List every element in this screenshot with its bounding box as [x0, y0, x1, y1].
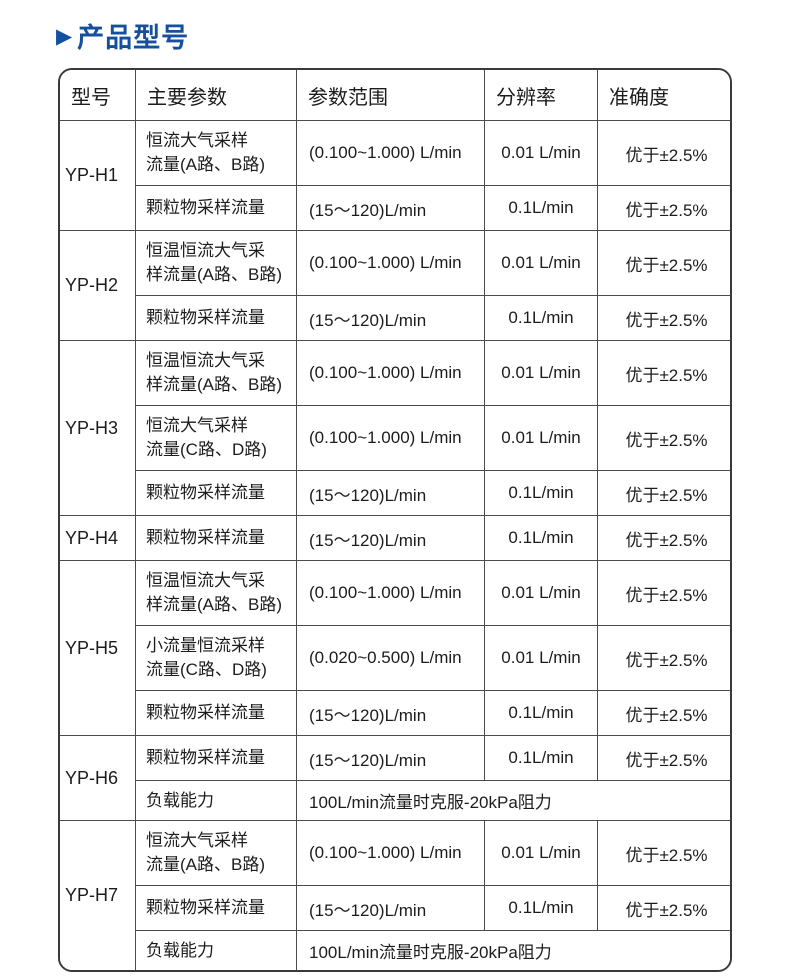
accuracy-cell: 优于±2.5% — [597, 515, 730, 561]
range-cell: (15～120)L/min — [296, 515, 485, 561]
table-row: 负载能力 100L/min流量时克服-20kPa阻力 — [60, 930, 730, 970]
range-cell-merged: 100L/min流量时克服-20kPa阻力 — [296, 930, 730, 970]
resolution-cell: 0.1L/min — [484, 515, 598, 561]
table-row: 颗粒物采样流量 (15～120)L/min 0.1L/min 优于±2.5% — [60, 470, 730, 516]
accuracy-cell: 优于±2.5% — [597, 690, 730, 736]
column-header: 分辨率 — [484, 70, 598, 121]
accuracy-cell: 优于±2.5% — [597, 820, 730, 886]
table-row: 颗粒物采样流量 (15～120)L/min 0.1L/min 优于±2.5% — [60, 690, 730, 736]
column-header: 参数范围 — [296, 70, 485, 121]
column-header: 准确度 — [597, 70, 730, 121]
resolution-cell: 0.1L/min — [484, 885, 598, 931]
param-cell: 恒流大气采样 流量(A路、B路) — [135, 120, 297, 186]
range-cell: (0.100~1.000) L/min — [296, 230, 485, 296]
model-cell: YP-H6 — [60, 735, 136, 821]
table-row: 恒流大气采样 流量(C路、D路) (0.100~1.000) L/min 0.01 … — [60, 405, 730, 471]
resolution-cell: 0.1L/min — [484, 470, 598, 516]
section-title-row: ▶ 产品型号 — [0, 0, 790, 55]
accuracy-cell: 优于±2.5% — [597, 230, 730, 296]
resolution-cell: 0.01 L/min — [484, 230, 598, 296]
range-cell: (0.100~1.000) L/min — [296, 820, 485, 886]
range-cell: (15～120)L/min — [296, 470, 485, 516]
range-cell: (0.100~1.000) L/min — [296, 560, 485, 626]
accuracy-cell: 优于±2.5% — [597, 470, 730, 516]
resolution-cell: 0.01 L/min — [484, 405, 598, 471]
model-cell: YP-H7 — [60, 820, 136, 970]
model-cell: YP-H2 — [60, 230, 136, 341]
page-title: 产品型号 — [77, 23, 190, 53]
range-cell: (15～120)L/min — [296, 735, 485, 781]
header-row: 型号 主要参数 参数范围 分辨率 准确度 — [60, 70, 730, 121]
param-cell: 负载能力 — [135, 930, 297, 970]
table-row: YP-H5 恒温恒流大气采 样流量(A路、B路) (0.100~1.000) L/m… — [60, 560, 730, 736]
range-cell: (15～120)L/min — [296, 885, 485, 931]
param-cell: 恒温恒流大气采 样流量(A路、B路) — [135, 340, 297, 406]
accuracy-cell: 优于±2.5% — [597, 185, 730, 231]
range-cell: (15～120)L/min — [296, 295, 485, 341]
table-row: YP-H6 颗粒物采样流量 (15～120)L/min 0.1L/min 优于±2.5% — [60, 735, 730, 821]
param-cell: 颗粒物采样流量 — [135, 295, 297, 341]
arrow-right-icon: ▶ — [56, 25, 73, 48]
resolution-cell: 0.1L/min — [484, 735, 598, 781]
table-row: 颗粒物采样流量 (15～120)L/min 0.1L/min 优于±2.5% — [60, 185, 730, 231]
accuracy-cell: 优于±2.5% — [597, 625, 730, 691]
spec-table-container: 型号 主要参数 参数范围 分辨率 准确度 YP-H1 恒流大气采样 流量(A路、B路) (0… — [58, 68, 732, 972]
accuracy-cell: 优于±2.5% — [597, 120, 730, 186]
range-cell: (0.100~1.000) L/min — [296, 120, 485, 186]
model-cell: YP-H4 — [60, 515, 136, 561]
range-cell: (0.020~0.500) L/min — [296, 625, 485, 691]
column-header: 型号 — [60, 70, 136, 121]
param-cell: 颗粒物采样流量 — [135, 690, 297, 736]
range-cell: (0.100~1.000) L/min — [296, 340, 485, 406]
spec-table: 型号 主要参数 参数范围 分辨率 准确度 YP-H1 恒流大气采样 流量(A路、B路) (0… — [60, 70, 730, 970]
param-cell: 恒温恒流大气采 样流量(A路、B路) — [135, 230, 297, 296]
param-cell: 恒温恒流大气采 样流量(A路、B路) — [135, 560, 297, 626]
param-cell: 颗粒物采样流量 — [135, 515, 297, 561]
param-cell: 恒流大气采样 流量(A路、B路) — [135, 820, 297, 886]
table-row: YP-H2 恒温恒流大气采 样流量(A路、B路) (0.100~1.000) L/m… — [60, 230, 730, 341]
accuracy-cell: 优于±2.5% — [597, 560, 730, 626]
range-cell: (15～120)L/min — [296, 690, 485, 736]
param-cell: 颗粒物采样流量 — [135, 470, 297, 516]
param-cell: 恒流大气采样 流量(C路、D路) — [135, 405, 297, 471]
spec-table-body: YP-H1 恒流大气采样 流量(A路、B路) (0.100~1.000) L/min… — [60, 120, 730, 970]
resolution-cell: 0.01 L/min — [484, 120, 598, 186]
table-row: YP-H1 恒流大气采样 流量(A路、B路) (0.100~1.000) L/min… — [60, 120, 730, 231]
param-cell: 小流量恒流采样 流量(C路、D路) — [135, 625, 297, 691]
accuracy-cell: 优于±2.5% — [597, 735, 730, 781]
resolution-cell: 0.1L/min — [484, 185, 598, 231]
accuracy-cell: 优于±2.5% — [597, 340, 730, 406]
accuracy-cell: 优于±2.5% — [597, 295, 730, 341]
param-cell: 颗粒物采样流量 — [135, 185, 297, 231]
model-cell: YP-H1 — [60, 120, 136, 231]
range-cell-merged: 100L/min流量时克服-20kPa阻力 — [296, 780, 730, 821]
column-header: 主要参数 — [135, 70, 297, 121]
table-row: 颗粒物采样流量 (15～120)L/min 0.1L/min 优于±2.5% — [60, 885, 730, 931]
accuracy-cell: 优于±2.5% — [597, 885, 730, 931]
table-row: 负载能力 100L/min流量时克服-20kPa阻力 — [60, 780, 730, 821]
accuracy-cell: 优于±2.5% — [597, 405, 730, 471]
resolution-cell: 0.01 L/min — [484, 820, 598, 886]
model-cell: YP-H3 — [60, 340, 136, 516]
table-row: YP-H4 颗粒物采样流量 (15～120)L/min 0.1L/min 优于±2.5% — [60, 515, 730, 561]
table-row: YP-H7 恒流大气采样 流量(A路、B路) (0.100~1.000) L/min… — [60, 820, 730, 970]
param-cell: 负载能力 — [135, 780, 297, 821]
resolution-cell: 0.1L/min — [484, 690, 598, 736]
resolution-cell: 0.01 L/min — [484, 625, 598, 691]
range-cell: (15～120)L/min — [296, 185, 485, 231]
resolution-cell: 0.01 L/min — [484, 340, 598, 406]
param-cell: 颗粒物采样流量 — [135, 735, 297, 781]
model-cell: YP-H5 — [60, 560, 136, 736]
table-row: 小流量恒流采样 流量(C路、D路) (0.020~0.500) L/min 0.01… — [60, 625, 730, 691]
table-row: 颗粒物采样流量 (15～120)L/min 0.1L/min 优于±2.5% — [60, 295, 730, 341]
range-cell: (0.100~1.000) L/min — [296, 405, 485, 471]
resolution-cell: 0.1L/min — [484, 295, 598, 341]
table-row: YP-H3 恒温恒流大气采 样流量(A路、B路) (0.100~1.000) L/m… — [60, 340, 730, 516]
param-cell: 颗粒物采样流量 — [135, 885, 297, 931]
resolution-cell: 0.01 L/min — [484, 560, 598, 626]
